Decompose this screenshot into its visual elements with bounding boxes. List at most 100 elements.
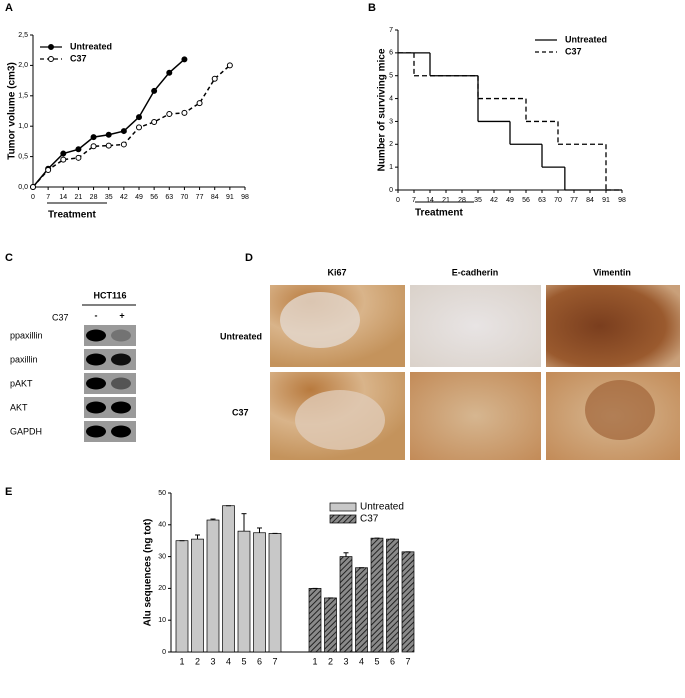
column-title: Ki67 xyxy=(327,267,346,277)
y-tick-label: 7 xyxy=(389,27,393,34)
ihc-image xyxy=(410,372,541,460)
band xyxy=(111,377,131,390)
point xyxy=(105,131,112,138)
y-tick-label: 0,5 xyxy=(18,153,28,160)
point xyxy=(90,134,97,141)
point xyxy=(181,56,188,63)
bar xyxy=(370,537,384,653)
x-tick-label: 6 xyxy=(257,656,262,666)
legend-label: Untreated xyxy=(70,41,112,51)
column-title: Vimentin xyxy=(593,267,631,277)
tissue xyxy=(295,390,385,450)
x-tick-label: 77 xyxy=(570,197,578,204)
x-tick-label: 3 xyxy=(343,656,348,666)
point xyxy=(166,111,173,118)
point xyxy=(45,166,52,173)
y-tick-label: 0 xyxy=(162,649,166,656)
y-tick-label: 0 xyxy=(389,187,393,194)
x-tick-label: 84 xyxy=(211,194,219,201)
bar xyxy=(175,540,189,653)
point xyxy=(196,100,203,107)
point xyxy=(226,62,233,69)
band xyxy=(86,353,106,366)
band xyxy=(111,329,131,342)
legend-label: C37 xyxy=(360,514,379,525)
legend-swatch xyxy=(329,514,357,524)
x-axis-label: Treatment xyxy=(48,210,96,221)
x-tick-label: 91 xyxy=(602,197,610,204)
point xyxy=(181,109,188,116)
ihc-panel: D Ki67 E-cadherin Vimentin Untreated C37 xyxy=(220,252,680,460)
band xyxy=(86,329,106,342)
x-tick-label: 49 xyxy=(135,194,143,201)
panel-letter: B xyxy=(368,2,376,14)
x-tick-label: 91 xyxy=(226,194,234,201)
point xyxy=(105,142,112,149)
point xyxy=(30,184,36,190)
protein-label: GAPDH xyxy=(10,426,42,436)
point xyxy=(60,150,67,157)
y-tick-label: 10 xyxy=(158,617,166,624)
point xyxy=(90,143,97,150)
point xyxy=(75,146,82,153)
x-tick-label: 7 xyxy=(272,656,277,666)
band xyxy=(111,425,131,438)
treatment-label: C37 xyxy=(52,312,69,322)
x-tick-label: 2 xyxy=(328,656,333,666)
x-tick-label: 3 xyxy=(210,656,215,666)
point xyxy=(151,87,158,94)
x-tick-label: 42 xyxy=(120,194,128,201)
x-tick-label: 49 xyxy=(506,197,514,204)
point xyxy=(136,124,142,131)
x-tick-label: 56 xyxy=(150,194,158,201)
legend-marker xyxy=(48,56,54,62)
series-line xyxy=(32,64,231,188)
bar xyxy=(206,519,220,653)
bar xyxy=(222,505,235,653)
legend-label: C37 xyxy=(565,46,582,56)
x-tick-label: 0 xyxy=(396,197,400,204)
y-tick-label: 20 xyxy=(158,585,166,592)
legend-label: Untreated xyxy=(565,34,607,44)
y-tick-label: 3 xyxy=(389,118,393,125)
y-tick-label: 2 xyxy=(389,141,393,148)
band xyxy=(86,401,106,414)
row-label: C37 xyxy=(232,407,249,417)
x-tick-label: 35 xyxy=(105,194,113,201)
x-tick-label: 7 xyxy=(412,197,416,204)
legend-swatch xyxy=(329,502,357,512)
point xyxy=(60,156,67,163)
x-tick-label: 5 xyxy=(374,656,379,666)
y-tick-label: 1,0 xyxy=(18,123,28,130)
y-tick-label: 2,0 xyxy=(18,62,28,69)
x-tick-label: 98 xyxy=(241,194,249,201)
point xyxy=(120,141,127,148)
point xyxy=(75,154,82,161)
x-tick-label: 1 xyxy=(312,656,317,666)
x-tick-label: 0 xyxy=(31,194,35,201)
bar xyxy=(308,588,322,653)
x-tick-label: 42 xyxy=(490,197,498,204)
lane-label: + xyxy=(119,310,124,320)
x-tick-label: 70 xyxy=(554,197,562,204)
row-label: Untreated xyxy=(220,331,262,341)
tissue xyxy=(280,292,360,348)
bar xyxy=(386,538,399,653)
panel-letter: D xyxy=(245,252,253,264)
point xyxy=(211,75,218,82)
y-tick-label: 6 xyxy=(389,50,393,57)
y-axis-label: Alu sequences (ng tot) xyxy=(143,519,154,627)
x-tick-label: 63 xyxy=(165,194,173,201)
protein-label: AKT xyxy=(10,402,28,412)
ihc-image xyxy=(410,285,541,367)
column-title: E-cadherin xyxy=(452,267,499,277)
y-tick-label: 50 xyxy=(158,490,166,497)
panel-letter: C xyxy=(5,252,13,264)
x-tick-label: 1 xyxy=(179,656,184,666)
x-tick-label: 21 xyxy=(442,197,450,204)
y-tick-label: 30 xyxy=(158,553,166,560)
band xyxy=(111,353,131,366)
bar xyxy=(253,532,266,653)
bar xyxy=(324,597,337,653)
y-tick-label: 1,5 xyxy=(18,93,28,100)
